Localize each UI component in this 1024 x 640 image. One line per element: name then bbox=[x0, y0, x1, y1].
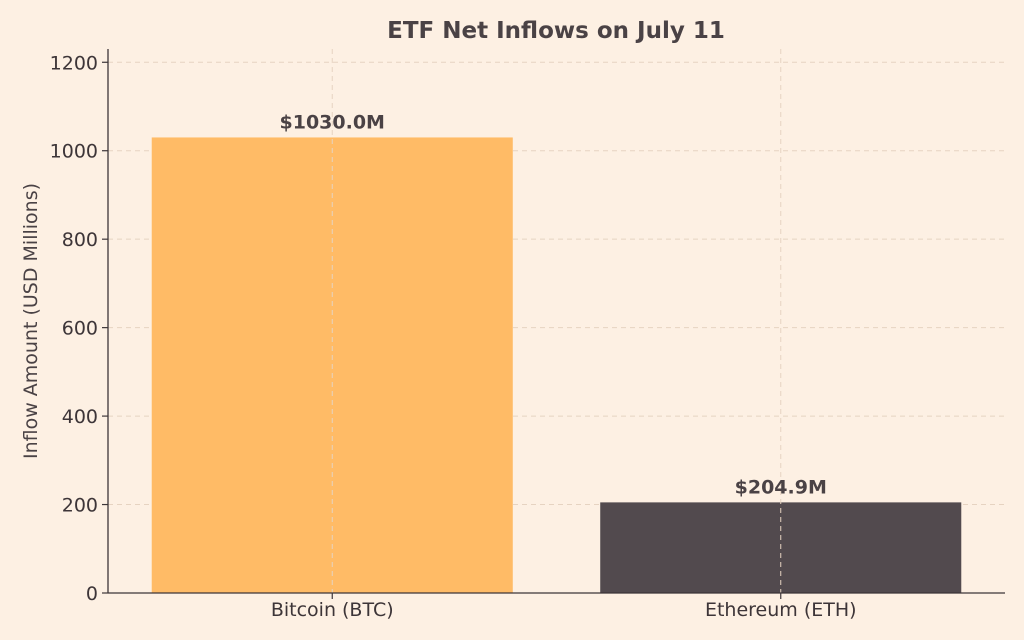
y-tick-label: 200 bbox=[62, 495, 98, 517]
y-tick-label: 1000 bbox=[50, 141, 98, 163]
y-tick-label: 800 bbox=[62, 229, 98, 251]
y-axis-label: Inflow Amount (USD Millions) bbox=[20, 183, 42, 459]
chart-title: ETF Net Inflows on July 11 bbox=[387, 18, 725, 44]
y-tick-label: 600 bbox=[62, 318, 98, 340]
x-tick-label: Bitcoin (BTC) bbox=[271, 599, 394, 621]
y-tick-label: 0 bbox=[86, 583, 98, 605]
data-label: $204.9M bbox=[735, 476, 827, 498]
label-layer: $1030.0M $204.9M bbox=[280, 111, 827, 498]
vertical-grid-layer bbox=[331, 49, 782, 593]
y-tick-label: 1200 bbox=[50, 52, 98, 74]
x-tick-label: Ethereum (ETH) bbox=[705, 599, 857, 621]
axis-layer: 0 200 400 600 800 1000 1200 Bitcoin (BTC) Ethere… bbox=[50, 49, 1005, 621]
data-label: $1030.0M bbox=[280, 111, 385, 133]
y-tick-label: 400 bbox=[62, 406, 98, 428]
